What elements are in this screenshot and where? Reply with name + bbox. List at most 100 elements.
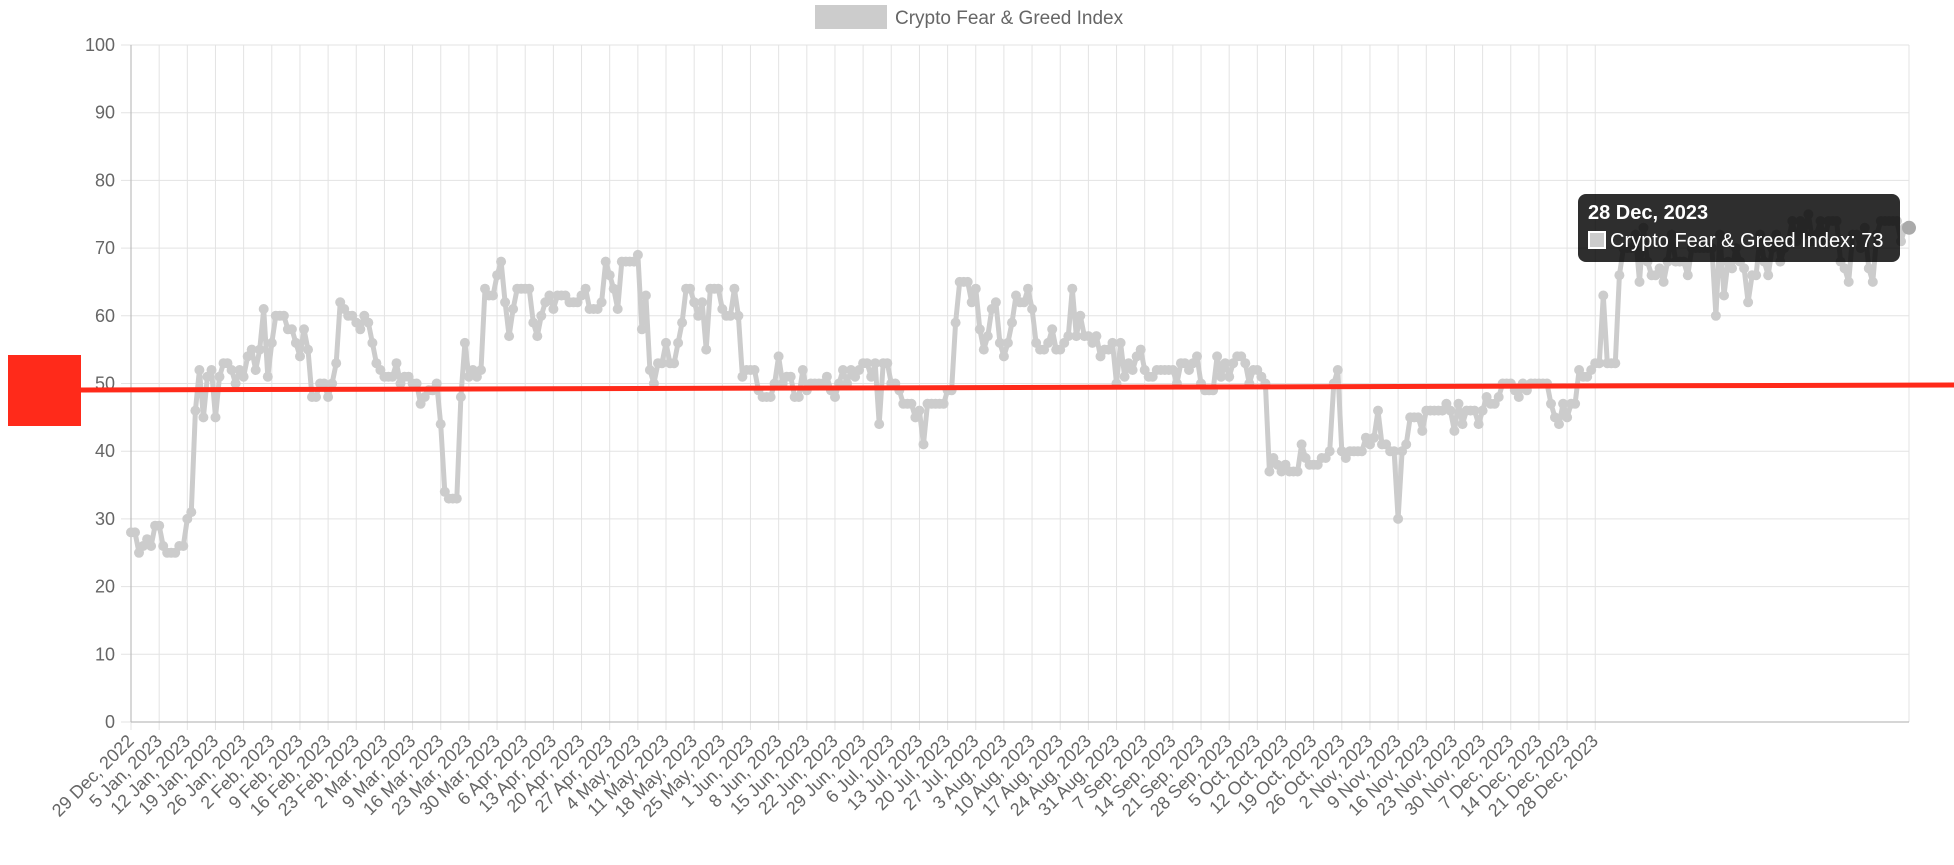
data-point (536, 310, 547, 321)
data-point (1863, 263, 1874, 274)
data-point (612, 304, 623, 314)
tooltip-row: Crypto Fear & Greed Index: 73 (1588, 226, 1890, 256)
data-point (1562, 412, 1573, 423)
data-point (1393, 513, 1404, 524)
data-point (1043, 337, 1054, 348)
data-point (488, 290, 498, 301)
data-point (146, 541, 157, 551)
data-point (1739, 263, 1750, 274)
data-point (1019, 297, 1029, 308)
data-point (632, 249, 643, 260)
data-point (1469, 405, 1480, 416)
data-point (797, 365, 808, 375)
data-point (1710, 310, 1721, 321)
data-point (773, 351, 784, 362)
data-point (186, 507, 197, 518)
data-point (1401, 439, 1412, 450)
data-point (411, 378, 422, 389)
data-point (604, 270, 615, 281)
data-point (1763, 270, 1774, 281)
data-point (194, 365, 205, 375)
data-point (1167, 365, 1178, 375)
data-point (1839, 263, 1850, 274)
data-point (950, 317, 961, 328)
y-tick-label: 20 (95, 577, 115, 597)
data-point (821, 371, 832, 382)
data-point (214, 371, 225, 382)
data-point (1614, 270, 1625, 281)
data-point (725, 310, 736, 321)
y-tick-label: 10 (95, 644, 115, 664)
data-point (785, 371, 796, 382)
data-point (1216, 371, 1227, 382)
data-point (1594, 358, 1605, 369)
data-point (882, 358, 893, 369)
data-point (210, 412, 221, 423)
data-point (1324, 446, 1335, 457)
data-point (548, 304, 559, 314)
y-tick-label: 100 (85, 35, 115, 55)
data-point (290, 337, 301, 348)
data-point (532, 331, 543, 342)
data-point (311, 392, 321, 402)
data-point (697, 297, 708, 308)
data-point (1332, 365, 1343, 375)
data-point (1453, 398, 1464, 409)
data-point (1047, 324, 1058, 335)
data-point (1546, 398, 1556, 409)
data-point (500, 297, 511, 308)
data-point (673, 337, 684, 348)
data-point (669, 358, 680, 369)
y-tick-label: 0 (105, 712, 115, 732)
data-point (1558, 398, 1569, 409)
data-point (544, 290, 555, 301)
hovered-data-point (1902, 220, 1916, 235)
data-point (685, 283, 696, 294)
data-point (130, 527, 140, 538)
data-point (1634, 276, 1645, 287)
tooltip-label: Crypto Fear & Greed Index: 73 (1610, 230, 1884, 252)
data-point (363, 317, 374, 328)
data-point (1513, 392, 1524, 402)
data-point (1843, 276, 1854, 287)
data-point (1135, 344, 1146, 355)
data-point (661, 337, 671, 348)
data-point (1027, 304, 1038, 314)
y-tick-label: 30 (95, 509, 115, 529)
tooltip-swatch-icon (1588, 231, 1606, 249)
data-point (1356, 446, 1367, 457)
y-tick-label: 90 (95, 103, 115, 123)
data-point (1296, 439, 1307, 450)
data-point (508, 304, 519, 314)
data-point (206, 365, 217, 375)
data-point (266, 337, 277, 348)
data-point (1220, 358, 1231, 369)
data-point (966, 297, 977, 308)
data-point (994, 337, 1005, 348)
data-point (524, 283, 535, 294)
y-tick-label: 80 (95, 170, 115, 190)
data-point (906, 398, 917, 409)
data-point (1682, 270, 1693, 281)
data-point (765, 392, 776, 402)
data-point (496, 256, 507, 267)
data-point (327, 378, 338, 389)
data-point (1445, 405, 1456, 416)
data-point (451, 493, 462, 504)
data-point (303, 344, 313, 355)
data-point (323, 392, 334, 402)
data-point (693, 310, 704, 321)
data-point (1071, 331, 1082, 342)
data-point (862, 358, 873, 369)
data-point (596, 297, 607, 308)
data-point (1473, 419, 1484, 430)
data-point (729, 283, 740, 294)
data-point (198, 412, 209, 423)
data-point (1417, 425, 1428, 436)
data-point (838, 365, 848, 375)
red-reference-line (80, 382, 1954, 393)
data-point (1554, 419, 1564, 430)
y-tick-label: 40 (95, 441, 115, 461)
data-point (701, 344, 712, 355)
data-point (713, 283, 724, 294)
